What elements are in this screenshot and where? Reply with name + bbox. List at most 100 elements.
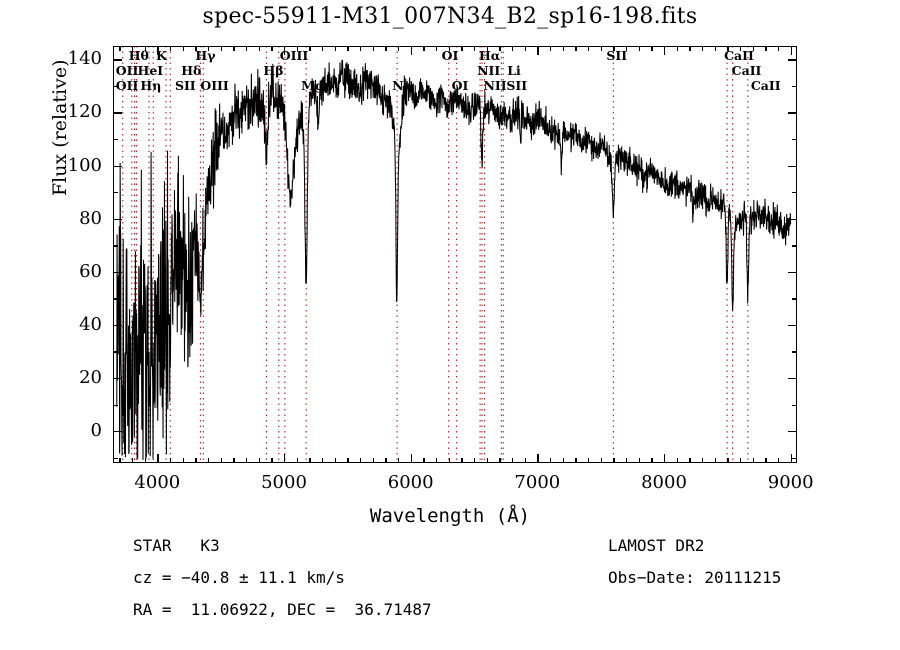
axis-tick [385,46,387,51]
axis-tick [790,46,793,55]
line-label-oii: OII [115,63,139,78]
axis-tick [113,245,118,247]
axis-tick [347,458,349,463]
x-axis-title: Wavelength (Å) [369,505,531,527]
axis-tick [436,46,438,51]
axis-tick [461,46,463,51]
axis-tick [284,46,286,55]
line-label-oi: OI [441,48,459,63]
axis-tick [113,298,118,300]
axis-tick [398,458,400,463]
axis-tick [119,46,121,51]
axis-tick [550,458,552,463]
axis-tick [170,458,172,463]
axis-tick [258,46,261,51]
axis-tick [113,192,118,194]
axis-tick [208,46,210,51]
axis-tick [113,324,122,327]
axis-tick [524,46,527,51]
axis-tick [170,46,172,51]
axis-tick [309,458,311,463]
axis-tick [132,458,134,463]
axis-tick [788,431,797,433]
axis-tick [132,46,134,51]
axis-tick [788,218,797,220]
axis-tick [778,46,780,51]
axis-tick [423,46,425,51]
line-label-h: Hη [140,78,162,93]
axis-tick [788,271,797,274]
axis-tick [423,458,425,463]
axis-tick [792,404,797,406]
axis-tick [258,458,261,463]
axis-tick [220,458,223,463]
axis-tick [296,458,299,463]
line-label-oii: OII [115,78,139,93]
line-label-h: Hβ [263,63,284,78]
axis-tick [119,458,121,463]
axis-tick [792,85,797,88]
axis-tick [792,351,797,353]
axis-tick [113,457,118,460]
line-label-sii: SII [174,78,196,93]
line-label-na: Na [392,78,412,93]
line-label-h: Hγ [195,48,216,63]
x-tick-label: 7000 [514,472,561,493]
axis-tick [613,46,615,51]
axis-tick [788,378,797,380]
x-tick-label: 8000 [641,472,687,493]
axis-tick [271,458,273,463]
axis-tick [436,458,438,463]
axis-tick [788,165,797,167]
axis-tick [792,457,797,460]
y-tick-label: 140 [67,48,102,70]
axis-tick [360,46,362,51]
observation-date: Obs−Date: 20111215 [608,568,782,587]
line-label-caii: CaII [731,63,762,78]
x-tick-label: 6000 [387,472,434,493]
axis-tick [372,46,375,51]
line-label-hei: HeI [137,63,164,78]
axis-tick [113,59,122,61]
axis-tick [575,458,577,463]
y-tick-label: 100 [67,154,102,176]
line-label-sii: SII [506,78,528,93]
spectrum-plot: Hθ K Hγ OIII OI Hα SII CaII OII HeI Hδ Hβ NII Li CaII O… [49,46,797,463]
x-tick-label: 5000 [261,472,307,493]
axis-tick [113,165,122,167]
axis-tick [334,458,337,463]
y-axis-title: Flux (relative) [49,59,71,197]
line-label-oiii: OIII [200,78,229,93]
axis-tick [182,46,185,51]
metadata-footer: STAR K3 cz = −40.8 ± 11.1 km/s RA = 11.0… [0,536,900,636]
axis-tick [740,46,742,51]
line-label-caii: CaII [724,48,754,63]
axis-tick [702,458,704,463]
axis-tick [626,458,628,463]
axis-tick [385,458,387,463]
y-tick-label: 0 [90,420,102,442]
axis-tick [113,378,122,380]
axis-tick [788,59,797,61]
axis-tick [322,46,324,51]
y-tick-label: 80 [79,207,102,229]
axis-tick [113,139,118,141]
axis-tick [474,46,476,51]
axis-tick [524,458,527,463]
axis-tick [588,458,590,463]
line-label-oiii: OIII [279,48,309,63]
line-label-oi: OI [451,78,469,93]
radial-velocity: cz = −40.8 ± 11.1 km/s [133,568,345,587]
axis-tick [638,46,641,51]
axis-tick [788,112,797,114]
axis-tick [499,46,501,51]
line-label-mg: Mg [301,78,324,93]
axis-tick [664,46,666,55]
survey-name: LAMOST DR2 [608,536,705,555]
axis-tick [727,458,729,463]
y-tick-label: 40 [79,313,102,335]
axis-tick [714,46,717,51]
axis-tick [689,46,691,51]
axis-tick [246,458,248,463]
axis-tick [512,46,514,51]
